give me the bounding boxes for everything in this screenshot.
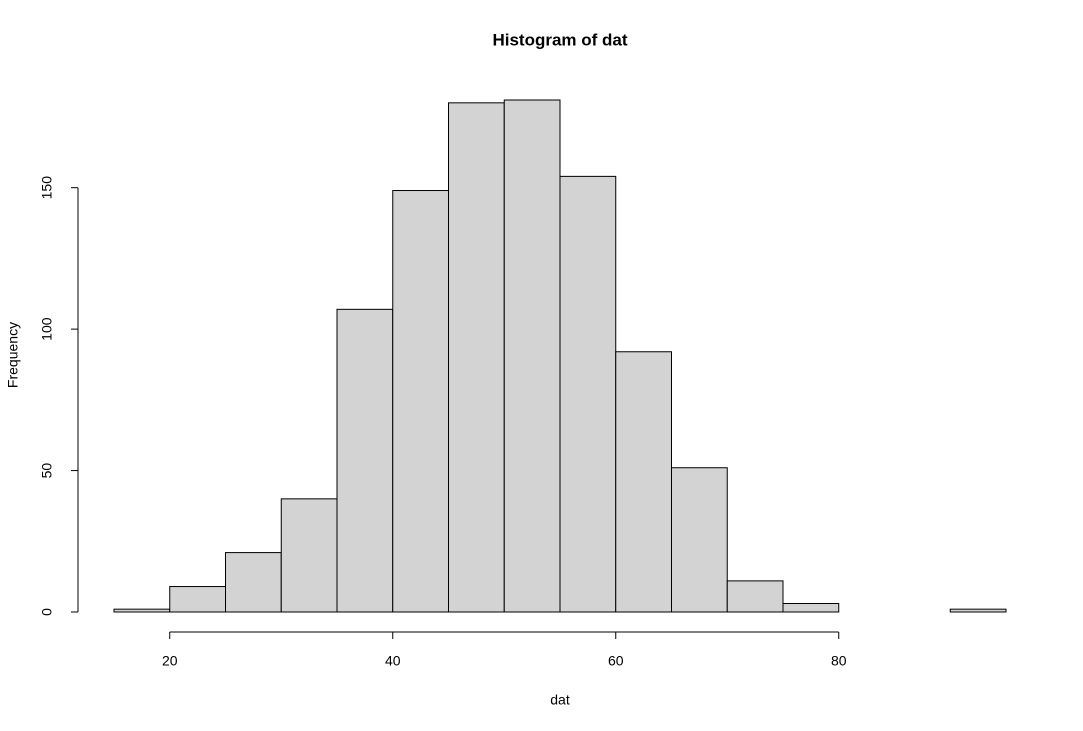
y-tick-label: 150 [39,176,55,200]
x-tick-label: 20 [162,653,178,669]
bar [615,351,672,613]
bar [169,586,226,613]
x-axis-label: dat [550,692,570,708]
chart-title: Histogram of dat [492,30,627,49]
y-tick-label: 50 [39,463,55,479]
bar [782,603,840,613]
y-tick-label: 0 [39,608,55,616]
x-tick-label: 60 [608,653,624,669]
bar [559,175,617,613]
y-axis-label: Frequency [5,322,21,388]
bar [448,102,505,613]
bar [949,608,1007,613]
bar [392,190,449,613]
x-tick-label: 40 [385,653,401,669]
bar [113,608,171,613]
bar [671,467,728,613]
bar [280,498,338,613]
y-tick-label: 100 [39,317,55,341]
x-tick-label: 80 [831,653,847,669]
bar [503,99,561,613]
bar [225,552,282,613]
bar [336,308,394,613]
bar [726,580,784,613]
